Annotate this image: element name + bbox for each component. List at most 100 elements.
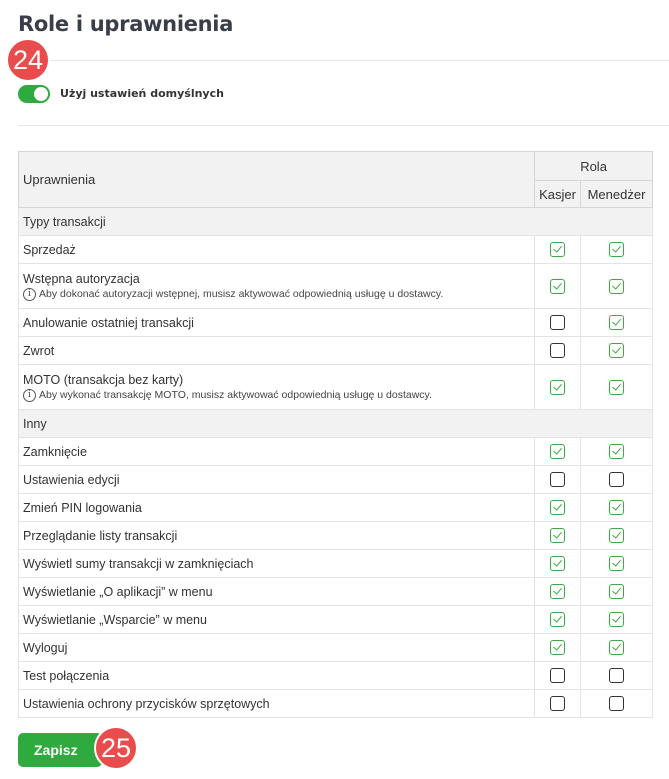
kasjer-checkbox[interactable]: [550, 242, 566, 258]
table-row: Anulowanie ostatniej transakcji: [17, 308, 653, 337]
check-cell: [534, 661, 581, 690]
menedzer-checkbox[interactable]: [609, 668, 624, 684]
menedzer-checkbox[interactable]: [609, 500, 624, 516]
table-row: Wyświetlanie „Wsparcie” w menu: [17, 605, 653, 634]
kasjer-checkbox[interactable]: [550, 500, 566, 516]
section-row: Typy transakcji: [18, 207, 653, 236]
permission-label: Wyświetlanie „Wsparcie” w menu: [23, 612, 207, 627]
table-row: Sprzedaż: [17, 235, 653, 264]
menedzer-checkbox[interactable]: [609, 472, 624, 488]
info-icon: i: [23, 388, 36, 402]
check-cell: [580, 633, 653, 662]
table-row: Wstępna autoryzacja i Aby dokonać autoryza…: [17, 263, 653, 309]
header-menedzer: Menedżer: [580, 180, 653, 208]
save-button[interactable]: Zapisz: [18, 733, 102, 767]
use-defaults-label: Użyj ustawień domyślnych: [60, 87, 224, 100]
permission-cell: Wstępna autoryzacja i Aby dokonać autoryza…: [17, 263, 536, 309]
check-cell: [580, 689, 653, 718]
check-cell: [534, 577, 581, 606]
page-title: Role i uprawnienia: [18, 12, 234, 36]
permission-cell: Wyloguj: [17, 633, 536, 662]
menedzer-checkbox[interactable]: [609, 556, 624, 572]
kasjer-checkbox[interactable]: [550, 528, 566, 544]
section-title: Typy transakcji: [18, 207, 653, 236]
permission-cell: MOTO (transakcja bez karty) i Aby wykonać …: [17, 364, 536, 410]
kasjer-checkbox[interactable]: [550, 278, 566, 294]
menedzer-checkbox[interactable]: [609, 278, 624, 294]
kasjer-checkbox[interactable]: [550, 444, 566, 460]
permission-label: Sprzedaż: [23, 242, 76, 257]
check-cell: [534, 364, 581, 410]
menedzer-checkbox[interactable]: [609, 379, 624, 395]
menedzer-checkbox[interactable]: [609, 343, 624, 359]
check-cell: [580, 577, 653, 606]
permission-label: Anulowanie ostatniej transakcji: [23, 315, 194, 330]
check-cell: [534, 605, 581, 634]
check-cell: [580, 437, 653, 466]
kasjer-checkbox[interactable]: [550, 584, 566, 600]
menedzer-checkbox[interactable]: [609, 444, 624, 460]
menedzer-checkbox[interactable]: [609, 584, 624, 600]
permission-label: Wstępna autoryzacja: [23, 271, 140, 286]
section-title: Inny: [18, 409, 653, 438]
check-cell: [534, 493, 581, 522]
permission-cell: Zamknięcie: [17, 437, 536, 466]
kasjer-checkbox[interactable]: [550, 668, 566, 684]
check-cell: [534, 336, 581, 365]
permission-cell: Wyświetlanie „O aplikacji” w menu: [17, 577, 536, 606]
table-row: Zwrot: [17, 336, 653, 365]
table-row: Wyloguj: [17, 633, 653, 662]
check-cell: [580, 263, 653, 309]
table-row: MOTO (transakcja bez karty) i Aby wykonać …: [17, 364, 653, 410]
permission-cell: Zwrot: [17, 336, 536, 365]
table-row: Ustawienia edycji: [17, 465, 653, 494]
check-cell: [534, 465, 581, 494]
permission-label: Wyświetl sumy transakcji w zamknięciach: [23, 556, 254, 571]
check-cell: [580, 605, 653, 634]
menedzer-checkbox[interactable]: [609, 315, 624, 331]
note-text: Aby wykonać transakcję MOTO, musisz akty…: [39, 389, 432, 401]
kasjer-checkbox[interactable]: [550, 696, 566, 712]
menedzer-checkbox[interactable]: [609, 242, 624, 258]
toggle-knob: [34, 87, 48, 101]
kasjer-checkbox[interactable]: [550, 612, 566, 628]
permission-label: Zamknięcie: [23, 444, 87, 459]
permissions-table: Uprawnienia Rola Kasjer Menedżer Typy tr…: [17, 151, 653, 718]
permission-label: MOTO (transakcja bez karty): [23, 372, 184, 387]
check-cell: [580, 364, 653, 410]
divider: [18, 125, 669, 126]
check-cell: [534, 235, 581, 264]
check-cell: [580, 465, 653, 494]
permission-cell: Wyświetlanie „Wsparcie” w menu: [17, 605, 536, 634]
table-row: Przeglądanie listy transakcji: [17, 521, 653, 550]
kasjer-checkbox[interactable]: [550, 315, 566, 331]
kasjer-checkbox[interactable]: [550, 472, 566, 488]
menedzer-checkbox[interactable]: [609, 640, 624, 656]
use-defaults-toggle[interactable]: [18, 85, 50, 103]
menedzer-checkbox[interactable]: [609, 528, 624, 544]
table-row: Ustawienia ochrony przycisków sprzętowyc…: [17, 689, 653, 718]
divider: [18, 60, 669, 61]
header-permissions: Uprawnienia: [17, 151, 536, 208]
check-cell: [534, 263, 581, 309]
kasjer-checkbox[interactable]: [550, 379, 566, 395]
permission-note: i Aby wykonać transakcję MOTO, musisz akt…: [23, 388, 530, 402]
permission-label: Wyloguj: [23, 640, 68, 655]
step-badge-25: 25: [94, 726, 138, 770]
kasjer-checkbox[interactable]: [550, 556, 566, 572]
permission-cell: Sprzedaż: [17, 235, 536, 264]
permission-cell: Przeglądanie listy transakcji: [17, 521, 536, 550]
permission-label: Test połączenia: [23, 668, 110, 683]
kasjer-checkbox[interactable]: [550, 640, 566, 656]
step-badge-24: 24: [6, 38, 50, 82]
permission-label: Ustawienia edycji: [23, 472, 120, 487]
kasjer-checkbox[interactable]: [550, 343, 566, 359]
table-row: Wyświetlanie „O aplikacji” w menu: [17, 577, 653, 606]
permission-label: Przeglądanie listy transakcji: [23, 528, 178, 543]
table-row: Zmień PIN logowania: [17, 493, 653, 522]
check-cell: [534, 437, 581, 466]
permission-cell: Test połączenia: [17, 661, 536, 690]
menedzer-checkbox[interactable]: [609, 696, 624, 712]
menedzer-checkbox[interactable]: [609, 612, 624, 628]
header-kasjer: Kasjer: [534, 180, 581, 208]
